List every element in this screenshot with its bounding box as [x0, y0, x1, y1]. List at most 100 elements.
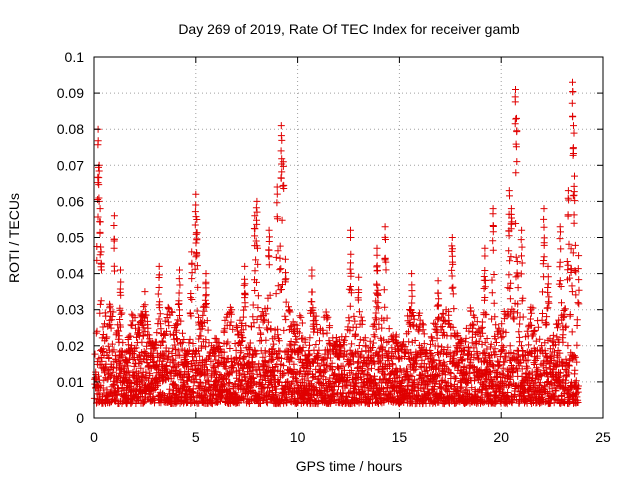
data-point: [160, 351, 168, 359]
data-point: [563, 371, 571, 379]
data-point: [142, 311, 150, 319]
data-point: [249, 373, 257, 381]
data-point: [168, 367, 176, 375]
data-point: [371, 314, 379, 322]
data-point: [282, 316, 290, 324]
data-point: [193, 262, 201, 270]
data-point: [141, 301, 149, 309]
data-point: [110, 237, 118, 245]
data-point: [347, 234, 354, 241]
data-point: [554, 324, 561, 332]
data-point: [192, 375, 200, 383]
data-point: [492, 321, 500, 329]
data-point: [306, 334, 314, 342]
data-point: [228, 369, 236, 377]
x-tick-label: 15: [392, 429, 408, 445]
data-point: [518, 252, 525, 260]
data-point: [99, 384, 107, 392]
data-point: [227, 318, 235, 326]
data-point: [434, 301, 442, 309]
data-point: [316, 337, 323, 345]
data-point: [272, 253, 280, 261]
data-point: [277, 265, 285, 273]
data-point: [221, 374, 229, 382]
data-point: [506, 257, 514, 265]
data-point: [273, 199, 281, 207]
x-tick-label: 0: [90, 429, 98, 445]
data-point: [107, 324, 115, 332]
data-point: [202, 291, 210, 299]
data-point: [193, 307, 201, 315]
y-tick-label: 0.09: [57, 85, 84, 101]
data-point: [513, 114, 520, 122]
data-point: [516, 320, 524, 328]
data-point: [171, 381, 179, 389]
data-point: [193, 229, 201, 237]
data-point: [211, 367, 219, 375]
data-point: [385, 325, 393, 333]
data-point: [564, 187, 572, 195]
data-point: [241, 262, 249, 270]
data-point: [557, 245, 565, 253]
data-point: [124, 367, 132, 375]
data-point: [236, 369, 244, 377]
data-point: [277, 147, 285, 155]
data-point: [536, 335, 544, 343]
y-axis-label: ROTI / TECUs: [6, 193, 22, 283]
data-point: [512, 115, 520, 123]
data-point: [312, 341, 320, 348]
data-point: [216, 371, 224, 378]
data-point: [523, 327, 531, 335]
data-point: [274, 247, 282, 255]
y-tick-labels: 0 0.01 0.02 0.03 0.04 0.05 0.06 0.07 0.08 0.09 0.1: [57, 49, 84, 426]
data-point: [249, 313, 257, 321]
data-point: [182, 359, 190, 366]
data-point: [192, 357, 200, 365]
x-axis-label: GPS time / hours: [296, 458, 403, 474]
data-point: [263, 324, 271, 332]
data-point: [196, 352, 204, 360]
data-point: [282, 275, 290, 283]
data-point: [168, 308, 176, 316]
data-point: [481, 244, 489, 252]
data-point: [534, 323, 542, 331]
data-point: [197, 365, 205, 373]
data-point: [356, 308, 363, 316]
data-point: [278, 354, 285, 362]
y-tick-label: 0.02: [57, 338, 84, 354]
data-point: [264, 326, 272, 334]
data-point: [389, 361, 397, 369]
data-point: [252, 256, 260, 264]
data-point: [287, 338, 295, 345]
data-point: [488, 289, 496, 297]
data-point: [131, 314, 139, 322]
y-tick-label: 0.08: [57, 121, 84, 137]
data-point: [281, 312, 289, 320]
data-point: [199, 322, 207, 330]
data-point: [324, 313, 332, 321]
data-point: [96, 205, 104, 213]
data-point: [572, 291, 580, 299]
data-point: [98, 346, 105, 354]
data-point: [173, 362, 181, 370]
data-point: [470, 321, 478, 329]
data-point: [203, 356, 211, 364]
data-point: [277, 174, 285, 182]
data-point: [571, 172, 578, 180]
data-point: [298, 347, 306, 355]
data-point: [261, 347, 269, 355]
data-point: [162, 344, 170, 352]
data-point: [103, 386, 111, 394]
data-point: [273, 190, 281, 198]
data-point: [153, 329, 161, 337]
data-point: [513, 269, 521, 277]
data-point: [161, 317, 169, 325]
data-point: [202, 270, 210, 278]
data-point: [111, 396, 118, 404]
data-point: [260, 315, 268, 323]
data-point: [270, 340, 278, 348]
data-point: [149, 352, 157, 360]
data-point: [154, 290, 162, 298]
data-point: [197, 332, 205, 340]
data-point: [138, 338, 146, 346]
